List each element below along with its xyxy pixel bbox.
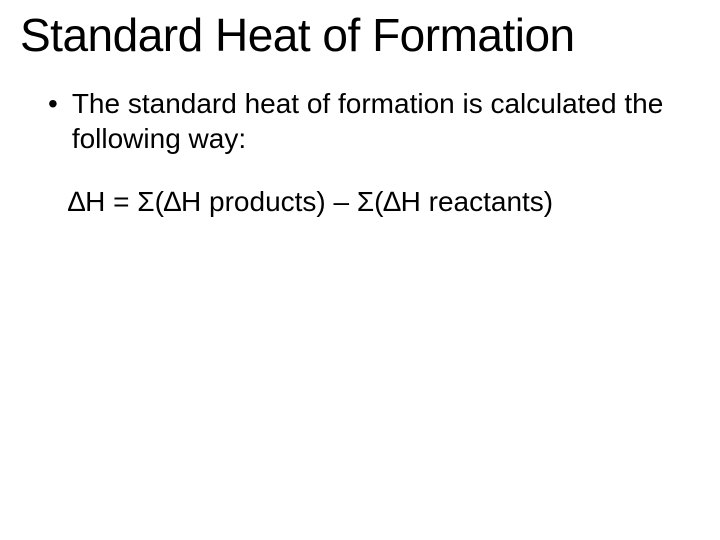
slide-title: Standard Heat of Formation [20, 8, 700, 62]
formula-text: ∆H = Σ(∆H products) – Σ(∆H reactants) [48, 184, 700, 220]
bullet-marker: • [48, 86, 58, 121]
slide-content: • The standard heat of formation is calc… [20, 86, 700, 220]
bullet-text: The standard heat of formation is calcul… [72, 86, 700, 156]
bullet-item: • The standard heat of formation is calc… [48, 86, 700, 156]
slide-container: Standard Heat of Formation • The standar… [0, 0, 720, 540]
